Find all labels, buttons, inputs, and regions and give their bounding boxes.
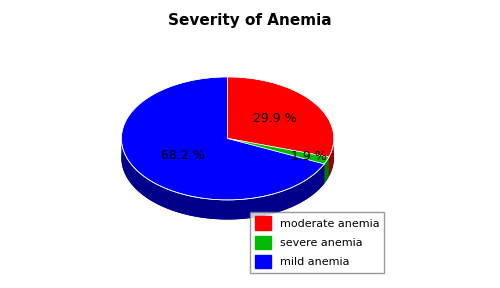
Text: 68.2 %: 68.2 % (161, 149, 205, 162)
Polygon shape (228, 77, 334, 157)
Polygon shape (122, 139, 324, 219)
Polygon shape (122, 77, 324, 200)
Text: 29.9 %: 29.9 % (253, 112, 296, 125)
Ellipse shape (122, 96, 334, 219)
Polygon shape (329, 139, 334, 177)
Legend: moderate anemia, severe anemia, mild anemia: moderate anemia, severe anemia, mild ane… (250, 212, 384, 273)
Polygon shape (228, 139, 329, 164)
Text: 1.9 %: 1.9 % (291, 150, 327, 163)
Text: Severity of Anemia: Severity of Anemia (168, 13, 332, 28)
Polygon shape (324, 157, 329, 183)
